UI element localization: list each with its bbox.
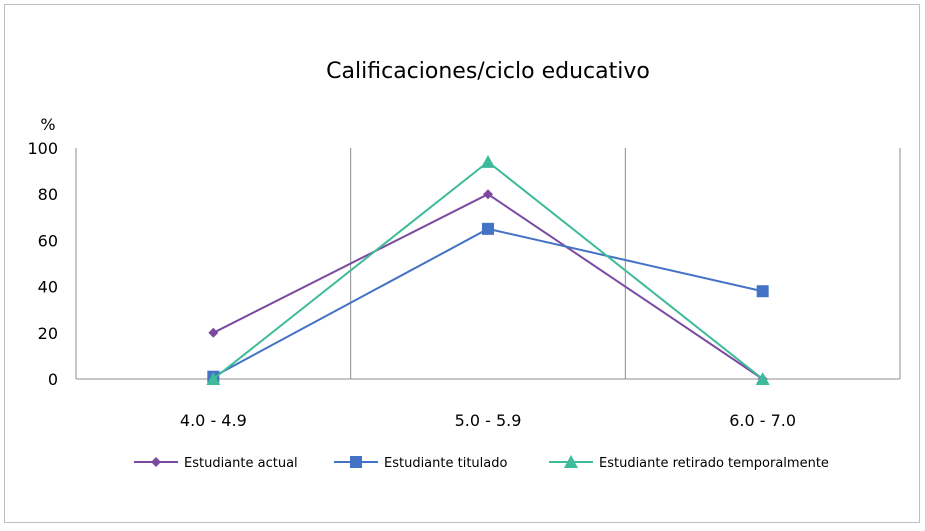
data-point xyxy=(756,285,769,298)
legend: Estudiante actual Estudiante titulado Estu… xyxy=(134,455,829,471)
data-point xyxy=(208,327,219,338)
y-tick-label: 0 xyxy=(48,370,58,389)
data-point xyxy=(482,222,494,235)
series-1 xyxy=(208,189,768,384)
legend-label: Estudiante retirado temporalmente xyxy=(599,456,829,471)
legend-entry: Estudiante titulado xyxy=(334,456,507,471)
legend-entry: Estudiante actual xyxy=(134,456,298,471)
series-line xyxy=(212,193,764,380)
y-tick-label: 80 xyxy=(38,185,58,204)
chart-title: Calificaciones/ciclo educativo xyxy=(326,59,650,84)
series-2 xyxy=(207,222,769,383)
series-layer xyxy=(206,154,770,385)
data-point xyxy=(483,189,493,200)
x-tick-label: 4.0 - 4.9 xyxy=(180,411,247,430)
data-point xyxy=(206,372,221,385)
y-tick-label: 40 xyxy=(38,278,58,297)
data-point xyxy=(481,154,495,168)
chart-frame xyxy=(4,4,920,523)
legend-label: Estudiante actual xyxy=(184,456,298,471)
y-tick-label: 20 xyxy=(38,324,58,343)
legend-marker xyxy=(151,457,161,467)
data-point xyxy=(755,372,770,385)
x-tick-label: 6.0 - 7.0 xyxy=(729,411,796,430)
axes: 0 20 40 60 80 100 4.0 - 4.9 5.0 - 5.9 6.0 - 7.0 xyxy=(27,139,901,430)
y-tick-label: 60 xyxy=(38,231,58,250)
legend-marker xyxy=(350,456,362,468)
legend-marker xyxy=(564,455,578,468)
legend-label: Estudiante titulado xyxy=(384,456,507,471)
series-3 xyxy=(206,154,770,385)
y-axis-label: % xyxy=(40,115,55,134)
x-tick-label: 5.0 - 5.9 xyxy=(455,411,522,430)
legend-entry: Estudiante retirado temporalmente xyxy=(549,455,829,471)
series-line xyxy=(212,227,763,378)
y-tick-label: 100 xyxy=(27,139,58,158)
